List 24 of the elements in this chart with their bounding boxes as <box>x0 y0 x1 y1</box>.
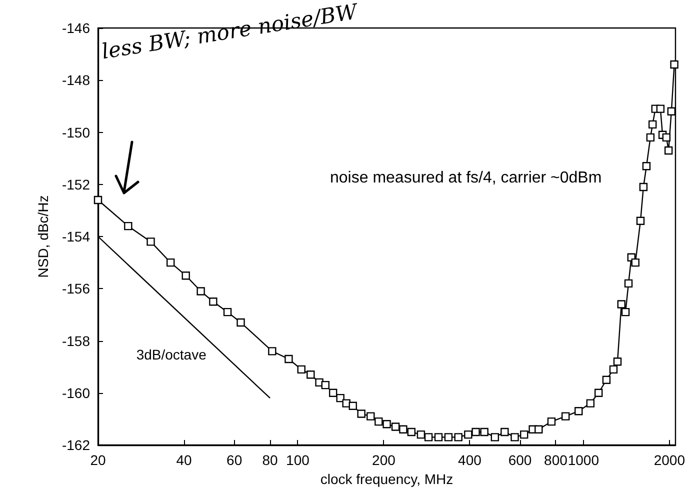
x-tick-label: 600 <box>508 452 532 468</box>
x-tick-label: 100 <box>286 452 310 468</box>
y-tick-label: -150 <box>62 124 90 140</box>
x-tick-label: 20 <box>90 452 106 468</box>
x-tick-label: 2000 <box>654 452 686 468</box>
y-tick-label: -156 <box>62 280 90 297</box>
x-tick-label: 80 <box>262 452 278 468</box>
y-tick-label: -154 <box>62 228 90 244</box>
y-axis-title: NSD, dBc/Hz <box>35 195 51 278</box>
series-label: 3dB/octave <box>136 346 207 363</box>
x-tick-label: 400 <box>458 452 482 468</box>
x-tick-label: 1000 <box>568 452 600 468</box>
x-tick-label: 60 <box>226 452 242 468</box>
y-tick-label: -148 <box>62 72 90 88</box>
y-tick-label: -162 <box>62 437 90 453</box>
annotation: noise measured at fs/4, carrier ~0dBm <box>330 170 602 186</box>
x-tick-label: 200 <box>372 452 396 468</box>
x-tick-label: 40 <box>176 452 192 468</box>
y-tick-label: -160 <box>62 384 90 401</box>
x-axis-title: clock frequency, MHz <box>320 470 454 487</box>
y-tick-label: -152 <box>62 176 90 192</box>
y-tick-label: -158 <box>62 332 90 349</box>
x-tick-label: 800 <box>544 452 568 468</box>
y-tick-label: -146 <box>62 20 90 36</box>
